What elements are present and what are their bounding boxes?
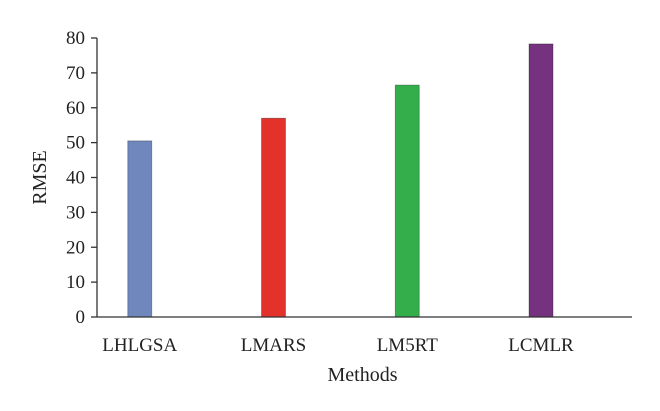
- x-tick-label: LMARS: [241, 335, 306, 356]
- y-tick-label: 0: [76, 307, 86, 328]
- y-tick-label: 50: [66, 133, 85, 154]
- y-tick-label: 60: [66, 98, 85, 119]
- bar-lhlgsa: [127, 140, 153, 318]
- x-tick-label: LCMLR: [508, 335, 574, 356]
- x-axis-tick-labels: LHLGSA LMARS LM5RT LCMLR: [102, 335, 574, 356]
- bar-lmars: [261, 117, 286, 318]
- y-axis-title: RMSE: [29, 150, 51, 204]
- y-axis-ticks: 0 10 20 30 40 50 60 70 80: [66, 28, 97, 328]
- bar-lcmlr: [528, 43, 554, 318]
- y-tick-label: 10: [66, 272, 85, 293]
- y-tick-label: 80: [66, 28, 85, 49]
- y-tick-label: 30: [66, 202, 85, 223]
- y-tick-label: 70: [66, 63, 85, 84]
- x-tick-label: LHLGSA: [102, 335, 177, 356]
- y-tick-label: 40: [66, 168, 85, 189]
- y-tick-label: 20: [66, 237, 85, 258]
- bar-lm5rt: [394, 84, 420, 318]
- bars: [127, 43, 554, 318]
- x-tick-label: LM5RT: [377, 335, 439, 356]
- x-axis-title: Methods: [328, 364, 398, 386]
